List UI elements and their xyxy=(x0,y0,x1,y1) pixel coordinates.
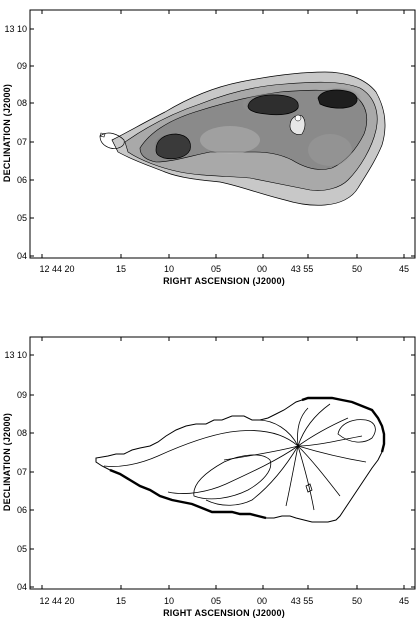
top-y-tick-label: 13 10 xyxy=(4,24,27,34)
bottom-y-ticks xyxy=(30,354,415,588)
bottom-x-tick-label: 00 xyxy=(257,596,267,606)
bottom-y-tick-label: 08 xyxy=(17,428,27,438)
top-y-tick-label: 09 xyxy=(17,61,27,71)
top-x-tick-label: 12 44 20 xyxy=(39,264,74,274)
bottom-y-tick-label: 13 10 xyxy=(4,350,27,360)
top-y-axis-title: DECLINATION (J2000) xyxy=(2,84,12,182)
bottom-x-tick-label: 43 55 xyxy=(291,596,314,606)
top-x-tick-labels: 12 44 20 15 10 05 00 43 55 50 45 xyxy=(39,264,409,274)
top-core-west-contour xyxy=(155,133,191,160)
top-x-tick-label: 50 xyxy=(352,264,362,274)
top-y-tick-label: 04 xyxy=(17,251,27,261)
top-y-ticks xyxy=(30,28,415,257)
bottom-region-outline-thick-south xyxy=(109,468,267,520)
top-contour-3 xyxy=(139,89,367,170)
top-y-tick-label: 06 xyxy=(17,175,27,185)
top-x-tick-label: 00 xyxy=(257,264,267,274)
top-x-tick-label: 43 55 xyxy=(291,264,314,274)
bottom-x-tick-label: 50 xyxy=(352,596,362,606)
bottom-x-tick-label: 45 xyxy=(399,596,409,606)
top-x-ticks xyxy=(41,10,405,258)
bottom-west-loop xyxy=(193,454,272,500)
top-hole-contour xyxy=(289,115,306,135)
bottom-small-loop xyxy=(305,483,313,493)
bottom-radial-contours xyxy=(103,403,367,511)
bottom-x-tick-label: 05 xyxy=(211,596,221,606)
top-y-tick-label: 05 xyxy=(17,213,27,223)
top-grey-patch-1 xyxy=(200,126,260,154)
top-y-tick-labels: 13 10 09 08 07 06 05 04 xyxy=(4,24,27,261)
bottom-y-tick-labels: 13 10 09 08 07 06 05 04 xyxy=(4,350,27,592)
bottom-x-axis-title: RIGHT ASCENSION (J2000) xyxy=(163,608,285,618)
top-y-tick-label: 08 xyxy=(17,98,27,108)
top-west-tail xyxy=(99,132,106,138)
top-x-tick-label: 05 xyxy=(211,264,221,274)
top-y-tick-label: 07 xyxy=(17,137,27,147)
top-x-tick-label: 45 xyxy=(399,264,409,274)
bottom-x-tick-labels: 12 44 20 15 10 05 00 43 55 50 45 xyxy=(39,596,409,606)
top-west-blob xyxy=(99,132,125,149)
bottom-east-loop xyxy=(337,419,376,443)
top-hole-inner xyxy=(294,114,302,122)
bottom-y-tick-label: 04 xyxy=(17,582,27,592)
top-x-tick-label: 10 xyxy=(164,264,174,274)
bottom-x-tick-label: 10 xyxy=(164,596,174,606)
top-grey-patch-2 xyxy=(308,134,352,166)
bottom-y-axis-title: DECLINATION (J2000) xyxy=(2,413,12,511)
top-panel: 12 44 20 15 10 05 00 43 55 50 45 13 10 0… xyxy=(2,9,416,286)
top-core-east-contour xyxy=(317,89,358,109)
bottom-y-tick-label: 06 xyxy=(17,505,27,515)
bottom-y-tick-label: 09 xyxy=(17,390,27,400)
bottom-y-tick-label: 07 xyxy=(17,467,27,477)
top-core-mid-contour xyxy=(247,94,299,116)
top-x-axis-title: RIGHT ASCENSION (J2000) xyxy=(163,276,285,286)
bottom-x-ticks xyxy=(41,337,405,589)
bottom-x-tick-label: 15 xyxy=(116,596,126,606)
top-x-tick-label: 15 xyxy=(116,264,126,274)
bottom-region-outline-thick-north xyxy=(301,396,386,453)
top-greyscale-image xyxy=(99,71,386,206)
bottom-x-tick-label: 12 44 20 xyxy=(39,596,74,606)
bottom-panel: 12 44 20 15 10 05 00 43 55 50 45 13 10 0… xyxy=(2,336,416,618)
bottom-y-tick-label: 05 xyxy=(17,544,27,554)
